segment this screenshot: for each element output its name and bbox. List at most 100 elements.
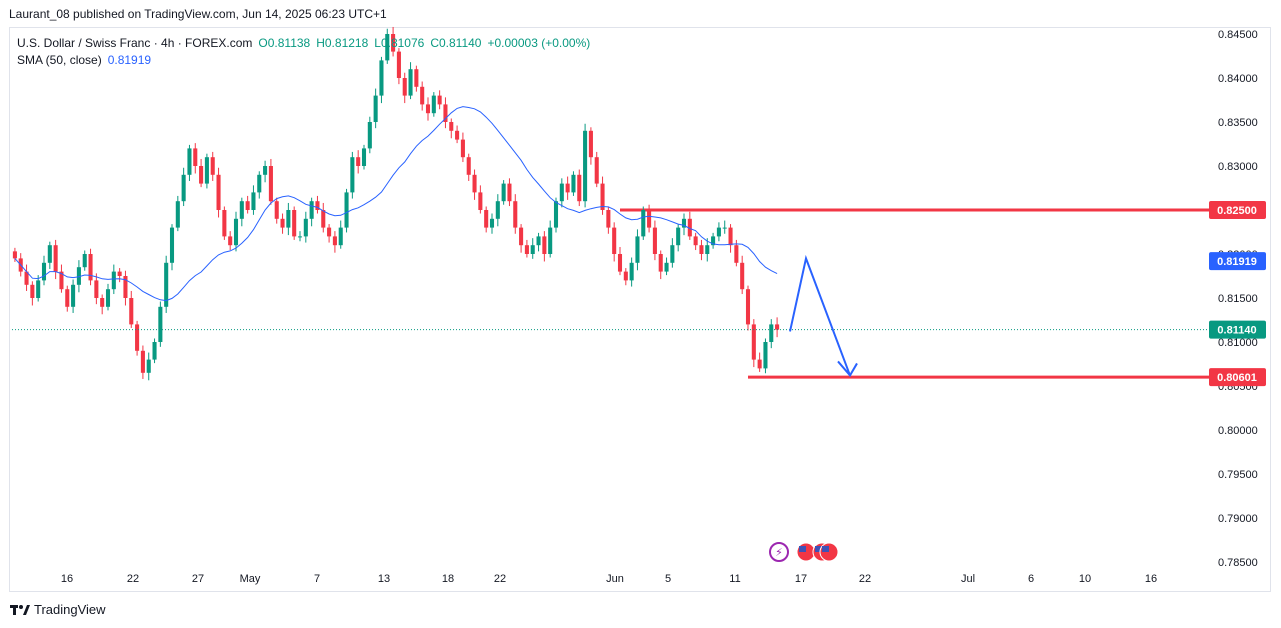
candle-body	[699, 245, 704, 254]
candle-body	[117, 271, 122, 276]
candle-body	[629, 262, 634, 281]
x-tick-label: 13	[378, 573, 390, 585]
candle-body	[53, 245, 58, 272]
candle-body	[484, 210, 489, 228]
candle-body	[344, 192, 349, 228]
candle-body	[169, 227, 175, 263]
candle-body	[210, 157, 215, 175]
chart-frame[interactable]	[9, 27, 1271, 592]
candle-body	[30, 284, 35, 298]
candle-body	[763, 342, 768, 369]
candle-body	[670, 245, 675, 263]
tradingview-logo[interactable]: TradingView	[10, 602, 106, 617]
candle-body	[100, 298, 105, 307]
candle-body	[373, 95, 378, 122]
x-tick-label: Jul	[961, 573, 975, 585]
chart-legend: U.S. Dollar / Swiss Franc · 4h · FOREX.c…	[17, 35, 590, 69]
candle-body	[76, 267, 81, 285]
price-label-box	[1209, 320, 1266, 339]
candle-body	[594, 157, 599, 184]
candle-body	[204, 157, 209, 184]
candle-body	[647, 210, 652, 228]
candle-body	[769, 324, 774, 342]
x-tick-label: May	[240, 573, 261, 585]
ohlc-change: +0.00003 (+0.00%)	[487, 36, 591, 50]
sma-label[interactable]: SMA (50, close)	[17, 53, 102, 67]
candle-body	[664, 262, 669, 272]
x-tick-label: 22	[494, 573, 506, 585]
candle-body	[734, 245, 739, 263]
candle-body	[152, 342, 157, 360]
ohlc-close: C0.81140	[430, 36, 482, 50]
y-tick-label: 0.81500	[1218, 293, 1258, 305]
candle-body	[472, 174, 477, 193]
candle-body	[466, 157, 471, 175]
candle-body	[216, 174, 221, 210]
candle-body	[478, 192, 483, 210]
candle-body	[257, 174, 262, 193]
candle-body	[396, 51, 401, 78]
candle-body	[740, 262, 745, 290]
candle-body	[414, 69, 419, 87]
candle-body	[641, 210, 646, 237]
candle-body	[489, 218, 495, 228]
symbol-title[interactable]: U.S. Dollar / Swiss Franc · 4h · FOREX.c…	[17, 36, 253, 50]
candle-body	[59, 271, 64, 290]
candle-body	[193, 148, 198, 166]
sma-line	[14, 106, 778, 302]
lightning-glyph: ⚡	[775, 546, 783, 559]
x-tick-label: 22	[127, 573, 139, 585]
price-label-text: 0.81919	[1217, 256, 1257, 268]
us-flag-canton-2	[815, 546, 822, 552]
candle-body	[135, 324, 140, 351]
candle-body	[47, 245, 52, 263]
candle-body	[408, 69, 413, 96]
candle-body	[571, 174, 576, 193]
candle-body	[513, 201, 518, 228]
candle-body	[687, 218, 692, 237]
candle-body	[722, 227, 727, 229]
candle-body	[425, 104, 431, 114]
lightning-event-icon[interactable]	[769, 542, 789, 562]
candle-body	[716, 227, 721, 237]
candle-body	[263, 166, 268, 175]
candle-body	[309, 201, 314, 219]
candle-body	[315, 201, 320, 210]
candle-body	[501, 183, 506, 202]
candle-body	[606, 210, 611, 228]
candle-body	[757, 359, 762, 369]
candle-body	[524, 245, 529, 254]
projection-arrow[interactable]	[789, 254, 851, 376]
candle-body	[332, 236, 337, 246]
x-tick-label: 22	[859, 573, 871, 585]
price-label-box	[1209, 368, 1266, 387]
candle-body	[745, 289, 751, 325]
candle-body	[239, 201, 244, 219]
candle-body	[460, 139, 465, 158]
candle-body	[536, 236, 541, 246]
candle-body	[623, 271, 628, 281]
candle-body	[391, 34, 396, 52]
candle-body	[251, 192, 256, 210]
candle-body	[94, 280, 99, 298]
candle-body	[233, 218, 239, 246]
candle-body	[181, 174, 186, 202]
price-label-text: 0.82500	[1217, 205, 1257, 217]
candle-body	[327, 227, 332, 237]
x-tick-label: Jun	[606, 573, 624, 585]
projection-arrowhead	[837, 360, 858, 378]
candle-body	[123, 276, 128, 298]
candle-body	[507, 183, 512, 202]
candle-body	[187, 148, 192, 175]
y-tick-label: 0.84000	[1218, 73, 1258, 85]
us-flag-canton-3	[822, 546, 829, 552]
candle-body	[652, 227, 657, 254]
x-tick-label: 16	[61, 573, 73, 585]
y-tick-label: 0.78500	[1218, 557, 1258, 569]
published-header: Laurant_08 published on TradingView.com,…	[9, 7, 387, 21]
candle-body	[728, 227, 733, 246]
candle-body	[751, 324, 756, 360]
x-tick-label: 11	[729, 573, 740, 585]
candle-body	[175, 201, 180, 228]
